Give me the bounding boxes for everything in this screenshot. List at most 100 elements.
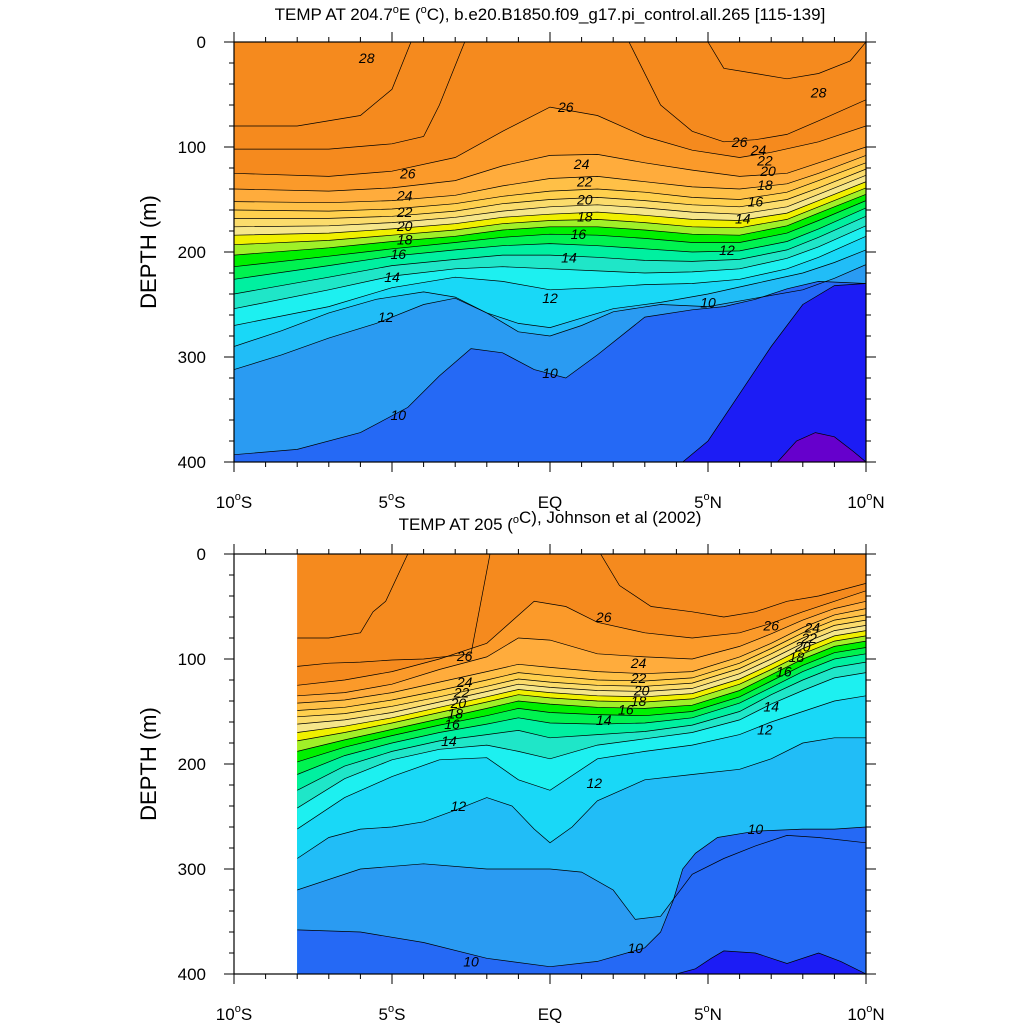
contour-label: 28: [810, 84, 827, 100]
y-tick-label: 200: [178, 755, 206, 774]
isotherm-17: [234, 200, 866, 268]
contour-label: 24: [396, 187, 413, 203]
isotherm-9: [676, 950, 866, 974]
contour-label: 12: [378, 309, 394, 325]
contour-label: 24: [750, 142, 767, 158]
contour-label: 10: [391, 407, 407, 423]
contour-label: 14: [763, 698, 779, 714]
isotherm-16: [297, 653, 866, 775]
contour-label: 12: [451, 798, 467, 814]
x-tick-label: 5oN: [694, 1003, 722, 1024]
isotherm-27: [297, 554, 491, 667]
contour-label: 12: [757, 721, 773, 737]
isotherm-28: [297, 554, 409, 639]
isotherm-22: [297, 619, 866, 718]
band-8: [676, 950, 866, 974]
isotherm-25: [234, 146, 866, 192]
contour-label: 14: [596, 712, 612, 728]
contour-label: 28: [358, 50, 375, 66]
isotherm-9: [682, 283, 866, 462]
isotherm-12: [297, 737, 866, 859]
contour-label: 12: [719, 242, 735, 258]
x-tick-label: EQ: [538, 1005, 563, 1024]
contour-label: 20: [396, 218, 413, 234]
contour-label: 24: [573, 156, 590, 172]
contour-label: 14: [384, 269, 400, 285]
contour-label: 20: [794, 638, 811, 654]
contour-label: 10: [542, 365, 558, 381]
contour-label: 12: [586, 775, 602, 791]
y-tick-label: 300: [178, 348, 206, 367]
isotherm-13: [234, 235, 866, 326]
x-tick-label: 5oN: [694, 491, 722, 512]
isotherm-13: [297, 695, 866, 830]
contour-label: 26: [762, 617, 779, 633]
isotherm-19: [297, 635, 866, 742]
band-9: [297, 827, 866, 974]
y-tick-label: 400: [178, 965, 206, 984]
x-tick-label: 10oS: [216, 491, 252, 512]
y-axis-label: DEPTH (m): [136, 707, 161, 821]
contour-label: 16: [618, 701, 634, 717]
isotherm-21: [234, 174, 866, 228]
isotherm-18: [297, 640, 866, 752]
contour-label: 14: [441, 733, 457, 749]
contour-label: 22: [800, 630, 817, 646]
contour-label: 20: [633, 683, 650, 699]
contour-label: 18: [397, 231, 413, 247]
isotherm-20: [297, 630, 866, 733]
isotherm-14: [234, 225, 866, 310]
contour-label: 24: [803, 620, 820, 636]
chart-title: TEMP AT 205 (oC), Johnson et al (2002): [399, 508, 702, 534]
isotherm-15: [297, 661, 866, 791]
x-tick-label: EQ: [538, 493, 563, 512]
contour-label: 18: [577, 208, 593, 224]
isotherm-10: [297, 826, 866, 968]
contour-label: 24: [630, 655, 647, 671]
contour-field: 2828262626242424222222202020181818161616…: [234, 42, 866, 462]
isotherm-22: [234, 168, 866, 219]
x-tick-label: 10oS: [216, 1003, 252, 1024]
contour-label: 18: [789, 649, 805, 665]
isotherm-12: [234, 249, 866, 347]
contour-label: 26: [399, 165, 416, 181]
isotherm-15: [234, 215, 866, 295]
isotherm-28: [707, 42, 866, 80]
chart-title: TEMP AT 204.7oE (oC), b.e20.B1850.f09_g1…: [275, 4, 826, 24]
contour-label: 24: [456, 674, 473, 690]
isotherm-27: [628, 42, 866, 143]
band-8: [682, 283, 866, 462]
contour-label: 22: [576, 174, 593, 190]
x-tick-label: 10oN: [847, 491, 884, 512]
contour-label: 10: [463, 953, 479, 969]
x-tick-label: 10oN: [847, 1003, 884, 1024]
contour-label: 18: [757, 177, 773, 193]
contour-label: 16: [444, 716, 460, 732]
band-9: [234, 281, 866, 462]
isotherm-24: [297, 608, 866, 704]
contour-label: 20: [759, 163, 776, 179]
isotherm-25: [297, 600, 866, 697]
contour-label: 18: [631, 693, 647, 709]
contour-label: 26: [595, 609, 612, 625]
contour-label: 20: [450, 695, 467, 711]
contour-label: 26: [731, 134, 748, 150]
contour-field: 2626262424242222222020201818181616161414…: [297, 554, 866, 974]
contour-label: 16: [776, 664, 792, 680]
isotherm-17: [297, 647, 866, 763]
isotherm-11: [297, 835, 866, 920]
isotherm-10: [234, 281, 866, 456]
isotherm-21: [297, 625, 866, 725]
isotherm-26: [234, 106, 866, 177]
contour-label: 22: [453, 685, 470, 701]
y-tick-label: 100: [178, 138, 206, 157]
isotherm-20: [234, 181, 866, 236]
x-tick-label: 5oS: [379, 1003, 406, 1024]
contour-label: 26: [557, 99, 574, 115]
contour-label: 18: [447, 706, 463, 722]
contour-label: 16: [571, 226, 587, 242]
contour-label: 14: [735, 210, 751, 226]
contour-label: 26: [456, 648, 473, 664]
contour-label: 22: [630, 670, 647, 686]
